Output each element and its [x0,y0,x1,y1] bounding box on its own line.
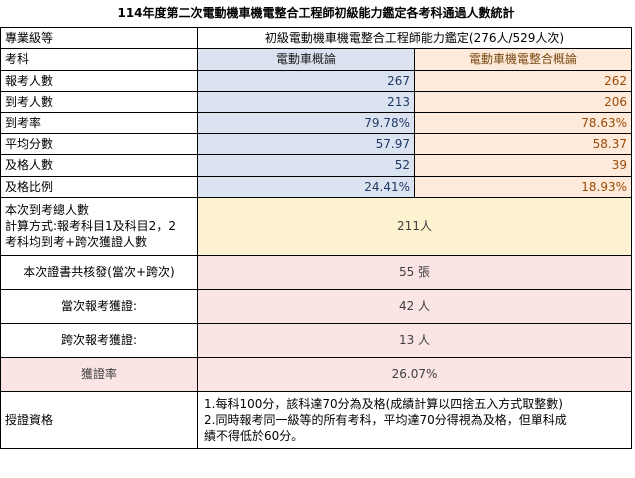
summary-label-line-2: 計算方式:報考科目1及科目2，2 [5,219,176,234]
stat-value-average-score-a: 57.97 [197,133,415,156]
table-row: 到考率 79.78% 78.63% [0,111,632,135]
summary-row-certification-rate: 獲證率 26.07% [0,356,632,392]
stat-label-attended: 到考人數 [0,90,198,113]
header-row-subject: 考科 電動車概論 電動車機電整合概論 [0,48,632,71]
footer-note-2: 2.同時報考同一級等的所有考科，平均達70分得視為及格，但單科成 [204,412,567,427]
table-row: 到考人數 213 206 [0,90,632,113]
stat-value-pass-rate-a: 24.41% [197,175,415,198]
header-subject-b: 電動車機電整合概論 [414,48,632,71]
footer-note-3: 績不得低於60分。 [204,429,304,444]
summary-label-current-session-certified: 當次報考獲證: [0,288,198,324]
stat-value-attended-b: 206 [414,90,632,113]
header-subject-a: 電動車概論 [197,48,415,71]
header-level-label: 專業級等 [0,27,198,50]
stat-label-average-score: 平均分數 [0,133,198,156]
title-row: 114年度第二次電動機車機電整合工程師初級能力鑑定各考科通過人數統計 [0,0,632,29]
summary-label-total-attendance: 本次到考總人數 計算方式:報考科目1及科目2，2 考科均到考+跨次獲證人數 [0,196,198,256]
header-certification-group: 初級電動機車機電整合工程師能力鑑定(276人/529人次) [197,27,632,50]
stat-value-attendance-rate-b: 78.63% [414,111,632,135]
summary-row-current-session-certified: 當次報考獲證: 42 人 [0,288,632,324]
stat-value-pass-rate-b: 18.93% [414,175,632,198]
table-row: 報考人數 267 262 [0,69,632,92]
summary-label-cross-session-certified: 跨次報考獲證: [0,322,198,358]
summary-value-total-attendance: 211人 [197,196,632,256]
summary-value-certification-rate: 26.07% [197,356,632,392]
footer-row-qualification: 授證資格 1.每科100分，該科達70分為及格(成績計算以四捨五入方式取整數) … [0,390,632,450]
summary-value-cross-session-certified: 13 人 [197,322,632,358]
summary-label-line-1: 本次到考總人數 [5,202,90,217]
stat-value-registered-a: 267 [197,69,415,92]
summary-row-certificates-issued: 本次證書共核發(當次+跨次) 55 張 [0,254,632,290]
table-row: 及格人數 52 39 [0,154,632,177]
table-row: 及格比例 24.41% 18.93% [0,175,632,198]
page-title: 114年度第二次電動機車機電整合工程師初級能力鑑定各考科通過人數統計 [0,0,632,29]
stat-value-registered-b: 262 [414,69,632,92]
footer-label-qualification: 授證資格 [0,390,198,450]
summary-label-line-3: 考科均到考+跨次獲證人數 [5,235,148,250]
stat-value-attendance-rate-a: 79.78% [197,111,415,135]
stat-value-attended-a: 213 [197,90,415,113]
stat-value-passed-count-a: 52 [197,154,415,177]
stat-label-registered: 報考人數 [0,69,198,92]
footer-qualification-notes: 1.每科100分，該科達70分為及格(成績計算以四捨五入方式取整數) 2.同時報… [197,390,632,450]
stat-label-pass-rate: 及格比例 [0,175,198,198]
exam-statistics-table: 114年度第二次電動機車機電整合工程師初級能力鑑定各考科通過人數統計 專業級等 … [0,0,632,450]
header-subject-label: 考科 [0,48,198,71]
footer-note-1: 1.每科100分，該科達70分為及格(成績計算以四捨五入方式取整數) [204,396,563,411]
stat-value-passed-count-b: 39 [414,154,632,177]
stat-label-passed-count: 及格人數 [0,154,198,177]
summary-row-total-attendance: 本次到考總人數 計算方式:報考科目1及科目2，2 考科均到考+跨次獲證人數 21… [0,196,632,256]
summary-value-certificates-issued: 55 張 [197,254,632,290]
summary-value-current-session-certified: 42 人 [197,288,632,324]
table-row: 平均分數 57.97 58.37 [0,133,632,156]
summary-row-cross-session-certified: 跨次報考獲證: 13 人 [0,322,632,358]
summary-label-certification-rate: 獲證率 [0,356,198,392]
stat-value-average-score-b: 58.37 [414,133,632,156]
summary-label-certificates-issued: 本次證書共核發(當次+跨次) [0,254,198,290]
header-row-level: 專業級等 初級電動機車機電整合工程師能力鑑定(276人/529人次) [0,27,632,50]
stat-label-attendance-rate: 到考率 [0,111,198,135]
